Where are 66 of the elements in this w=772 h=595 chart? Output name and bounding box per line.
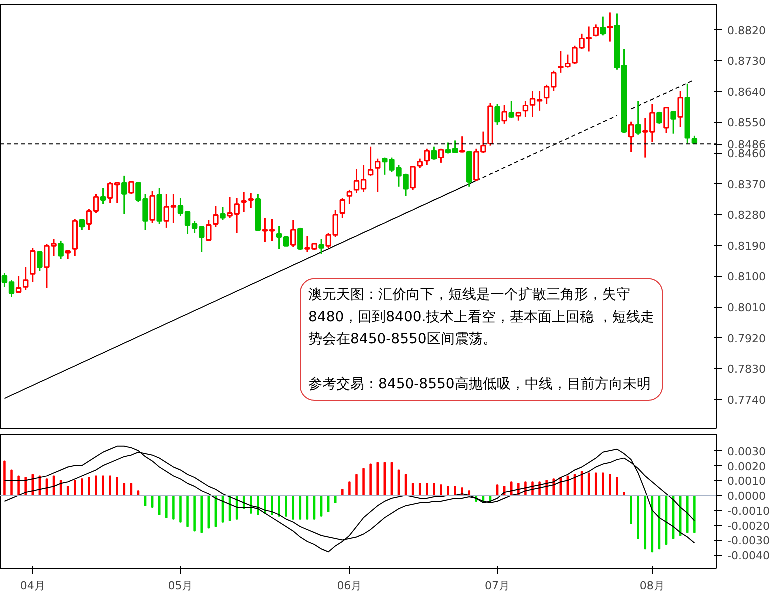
- candlestick: [607, 12, 614, 43]
- candlestick: [340, 197, 346, 219]
- candlestick: [206, 219, 212, 242]
- candlestick: [508, 100, 514, 119]
- candlestick: [678, 90, 684, 128]
- candlestick: [58, 240, 64, 260]
- y-tick-label: 0.0010: [728, 475, 766, 488]
- candlestick: [30, 247, 36, 284]
- candlestick: [438, 148, 444, 164]
- candlestick: [600, 16, 606, 36]
- x-tick-label: 07月: [485, 580, 510, 592]
- y-tick-label: 0.8640: [728, 86, 766, 99]
- candlestick: [346, 189, 353, 206]
- candlestick: [213, 205, 219, 228]
- y-tick-label: 0.0030: [728, 445, 766, 458]
- y-tick-label: -0.0020: [728, 520, 770, 533]
- y-tick-label: 0.7740: [728, 394, 766, 407]
- line-series: [4, 446, 696, 553]
- y-tick-label: 0.0000: [728, 490, 766, 504]
- candlestick: [494, 103, 500, 126]
- candlestick: [635, 100, 642, 136]
- annotation: 参考交易：8450-8550高抛低吸，中线，目前方向未明: [308, 376, 651, 392]
- candlestick: [670, 111, 676, 135]
- candlestick: [22, 266, 29, 291]
- y-tick-label: 0.8100: [728, 270, 766, 284]
- candlestick: [122, 175, 128, 216]
- y-tick-label: 0.8550: [728, 116, 766, 130]
- x-tick-label: 04月: [20, 580, 46, 592]
- annotation: 澳元天图：汇价向下，短线是一个扩散三角形，失守8480，回到8400.技术上看空，基本面上回稳 ，短线走势会在8450-8550区间震荡。: [308, 286, 655, 348]
- candlestick: [628, 121, 634, 153]
- y-tick-label: 0.8010: [728, 302, 766, 315]
- candlestick: [290, 219, 296, 248]
- y-tick-label: 0.8820: [728, 24, 766, 38]
- candlestick: [318, 238, 324, 255]
- x-tick-label: 05月: [168, 580, 194, 592]
- candlestick: [431, 146, 438, 161]
- candlestick: [459, 136, 466, 154]
- candlestick: [241, 191, 247, 213]
- candlestick: [37, 250, 43, 272]
- y-tick-label: 0.8370: [728, 178, 766, 192]
- candlestick: [79, 218, 86, 231]
- candlestick: [502, 104, 508, 125]
- y-tick-label: 0.8280: [728, 209, 766, 222]
- candlestick: [410, 166, 416, 191]
- candlestick: [128, 180, 134, 195]
- y-tick-label: 0.7920: [728, 332, 766, 346]
- y-tick-label: -0.0030: [728, 534, 770, 548]
- candlestick: [220, 206, 226, 221]
- y-tick-label: 0.8730: [728, 55, 766, 68]
- candlestick: [522, 100, 529, 118]
- y-tick-label: -0.0010: [728, 504, 770, 518]
- candlestick: [375, 158, 381, 193]
- candlestick: [664, 107, 670, 134]
- candlestick: [16, 275, 22, 294]
- y-tick-label: 0.0020: [728, 460, 766, 474]
- candlestick: [248, 192, 254, 209]
- candlestick: [100, 188, 106, 206]
- candlestick: [368, 146, 374, 177]
- y-tick-label: -0.0040: [728, 550, 770, 563]
- candlestick: [150, 190, 156, 224]
- candlestick: [417, 158, 423, 169]
- x-tick-label: 08月: [640, 580, 665, 592]
- candlestick: [424, 148, 430, 166]
- x-tick-label: 06月: [337, 580, 362, 592]
- y-tick-label: 0.7830: [728, 363, 766, 376]
- y-tick-label: 0.8190: [728, 240, 766, 253]
